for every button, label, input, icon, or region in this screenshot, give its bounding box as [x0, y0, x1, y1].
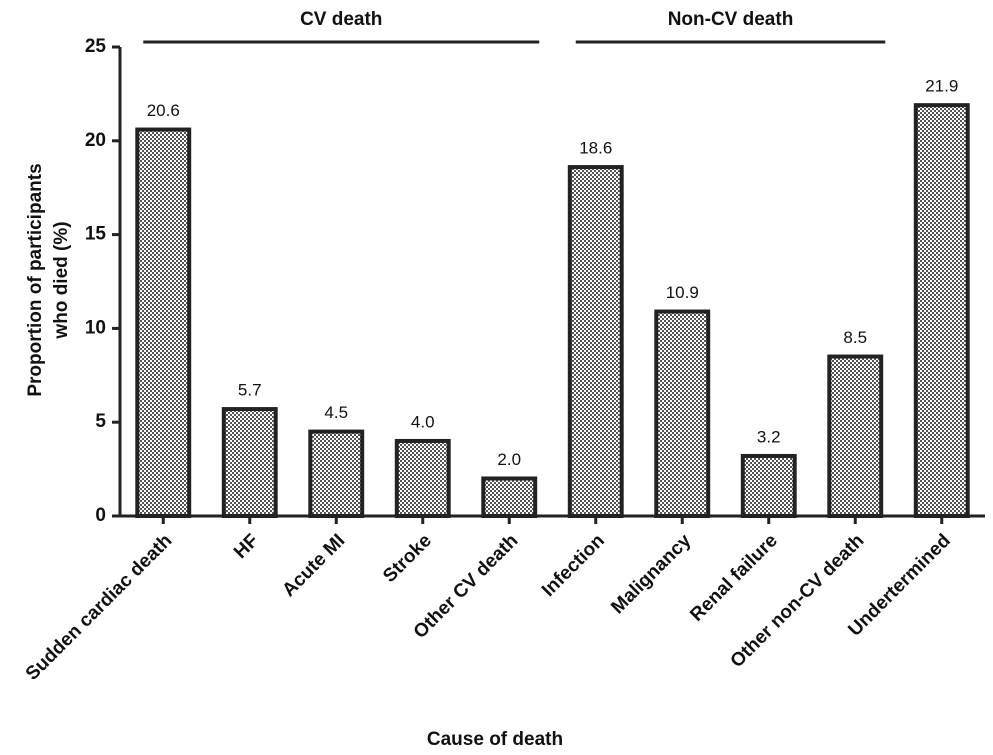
value-label: 10.9: [666, 283, 699, 302]
bar: [135, 127, 192, 518]
y-tick-label: 15: [85, 224, 107, 245]
bar: [740, 453, 797, 518]
bar: [394, 438, 451, 518]
x-tick-label: Acute MI: [278, 530, 349, 601]
x-tick-group: Stroke: [379, 530, 436, 587]
x-tick-group: Acute MI: [278, 530, 349, 601]
y-tick-label: 25: [85, 36, 107, 57]
value-label: 8.5: [843, 328, 867, 347]
x-tick-label: Sudden cardiac death: [22, 530, 176, 684]
x-tick-label: Renal failure: [686, 530, 781, 625]
y-axis-title: Proportion of participants: [25, 163, 46, 396]
x-tick-group: HF: [230, 530, 263, 563]
value-label: 18.6: [579, 139, 612, 158]
group-label: CV death: [300, 9, 382, 30]
value-label: 21.9: [925, 77, 958, 96]
x-tick-group: Infection: [538, 530, 609, 601]
x-tick-label: Malignancy: [607, 530, 695, 618]
value-label: 4.5: [324, 403, 348, 422]
value-label: 20.6: [147, 101, 180, 120]
bar: [654, 309, 711, 518]
group-label: Non-CV death: [668, 9, 794, 30]
y-axis-title: who died (%): [51, 221, 72, 339]
bar: [913, 103, 970, 518]
x-tick-group: Malignancy: [607, 530, 695, 618]
y-tick-label: 0: [95, 505, 106, 526]
value-label: 5.7: [238, 381, 262, 400]
x-axis-title: Cause of death: [427, 729, 563, 750]
y-tick-label: 5: [95, 411, 106, 432]
value-label: 2.0: [497, 450, 521, 469]
bar: [827, 354, 884, 519]
x-tick-label: Infection: [538, 530, 609, 601]
x-tick-group: Sudden cardiac death: [22, 530, 176, 684]
value-label: 4.0: [411, 412, 435, 431]
bar: [567, 165, 624, 518]
y-tick-label: 20: [85, 130, 106, 151]
x-tick-label: Stroke: [379, 530, 436, 587]
bar: [481, 476, 538, 519]
x-tick-group: Renal failure: [686, 530, 781, 625]
x-tick-label: HF: [230, 530, 263, 563]
bar: [308, 429, 365, 518]
value-label: 3.2: [757, 427, 781, 446]
bar: [221, 407, 278, 518]
y-tick-label: 10: [85, 317, 106, 338]
